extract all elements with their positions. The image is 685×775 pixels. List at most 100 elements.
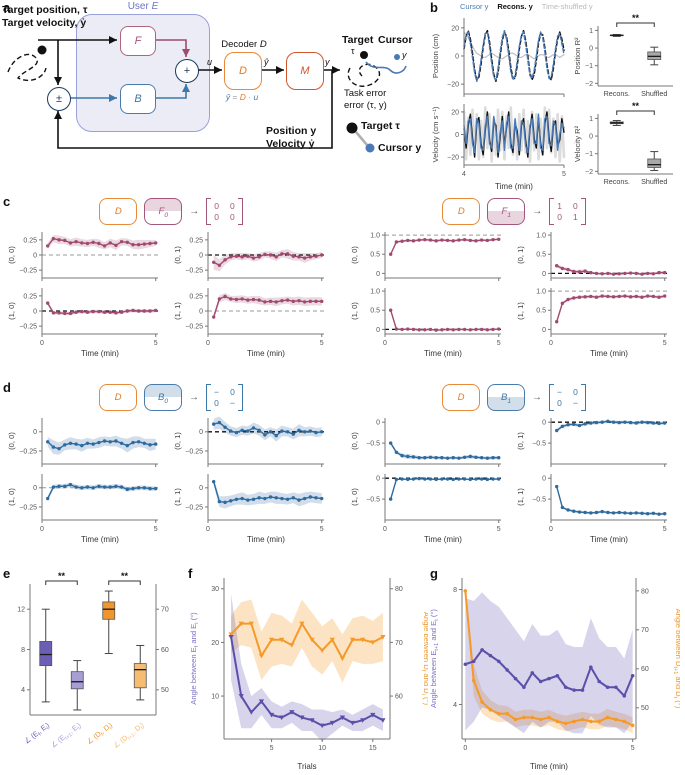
target-dot-small bbox=[360, 51, 368, 59]
svg-text:0: 0 bbox=[549, 526, 553, 533]
svg-text:0.25: 0.25 bbox=[23, 293, 37, 300]
chart-d-b0-00: 0 −0.25 (0, 0) bbox=[6, 414, 172, 470]
svg-text:Recons.: Recons. bbox=[604, 89, 630, 98]
svg-text:Time (min): Time (min) bbox=[81, 535, 119, 544]
legend-recons: Recons. y bbox=[497, 2, 533, 11]
decoder-d-box: D bbox=[99, 197, 138, 225]
cursor-dot-small bbox=[394, 54, 400, 60]
svg-text:Time (min): Time (min) bbox=[530, 762, 568, 771]
svg-text:70: 70 bbox=[161, 607, 169, 614]
chart-d-b1-11: 0 −0.5 0 5 Time (min) (1, 1) bbox=[515, 470, 681, 544]
svg-text:80: 80 bbox=[641, 588, 649, 595]
chart-c-f0-11: 0.25 0 −0.25 0 5 Time (min) (1, 1) bbox=[172, 284, 338, 358]
chart-d-b0-01: 0 −0.25 (0, 1) bbox=[172, 414, 338, 470]
svg-text:Position R²: Position R² bbox=[573, 37, 582, 75]
svg-text:0: 0 bbox=[199, 252, 203, 259]
svg-text:0: 0 bbox=[589, 45, 593, 52]
svg-text:0: 0 bbox=[383, 526, 387, 533]
svg-text:−0.25: −0.25 bbox=[185, 448, 203, 455]
svg-text:4: 4 bbox=[462, 171, 466, 178]
target-path-sketch bbox=[347, 63, 381, 87]
svg-text:Position (cm): Position (cm) bbox=[431, 33, 440, 78]
feedback-velocity-label: Velocity ẏ bbox=[266, 138, 315, 150]
chart-angle-vs-trials: 30 20 10 80 70 60 5 10 15 Trials Angle between Ef … bbox=[188, 566, 431, 771]
svg-text:70: 70 bbox=[395, 640, 403, 647]
chart-velocity-r2-box: Recons. Shuffled ** 1 0 −1 −2 Velocity R² bbox=[572, 100, 679, 191]
y-out-label: y bbox=[325, 57, 330, 67]
b0-box: B0 bbox=[144, 383, 183, 411]
d-b1-header: D B1 → −0 0− bbox=[343, 378, 685, 414]
svg-text:5: 5 bbox=[154, 340, 158, 347]
svg-text:Angle between Dt+1 and Dt (°): Angle between Dt+1 and Dt (°) bbox=[672, 609, 680, 709]
svg-text:30: 30 bbox=[211, 586, 219, 593]
svg-text:(0, 1): (0, 1) bbox=[516, 432, 525, 450]
panel-a-label: a bbox=[3, 0, 11, 15]
panel-a-diagram: Target position, τ Target velocity, ẏ Us… bbox=[0, 0, 430, 192]
svg-text:5: 5 bbox=[562, 171, 566, 178]
svg-text:Time (min): Time (min) bbox=[590, 349, 628, 358]
decoder-d-box: D bbox=[442, 383, 481, 411]
svg-text:1: 1 bbox=[589, 28, 593, 35]
chart-c-f0-00: 0.25 0 −0.25 (0, 0) bbox=[6, 228, 172, 284]
maps-to-arrow: → bbox=[189, 205, 200, 217]
svg-text:Angle between Et+1 and Et (°): Angle between Et+1 and Et (°) bbox=[429, 609, 440, 708]
f-to-plus-arrow bbox=[154, 39, 190, 57]
svg-text:5: 5 bbox=[631, 745, 635, 752]
svg-text:−2: −2 bbox=[585, 169, 593, 176]
svg-text:−20: −20 bbox=[447, 154, 459, 161]
svg-text:0.25: 0.25 bbox=[189, 237, 203, 244]
svg-text:(1, 1): (1, 1) bbox=[173, 302, 182, 320]
svg-text:0: 0 bbox=[33, 429, 37, 436]
y-small-label: y bbox=[402, 50, 407, 60]
svg-text:(0, 1): (0, 1) bbox=[516, 246, 525, 264]
chart-position-timeseries: 20 0 −20 Position (cm) bbox=[430, 12, 572, 100]
svg-text:Recons.: Recons. bbox=[604, 177, 630, 186]
maps-to-arrow: → bbox=[532, 391, 543, 403]
svg-text:−0.5: −0.5 bbox=[366, 440, 380, 447]
svg-text:−1: −1 bbox=[585, 151, 593, 158]
svg-text:0.5: 0.5 bbox=[536, 252, 546, 259]
svg-text:20: 20 bbox=[451, 109, 459, 116]
decoder-equation: ŷ = D · u bbox=[225, 92, 259, 102]
panel-d-feedback-gains: D B0 → −0 0− 0 −0.25 (0, 0) 0 −0.25 (0, 1) 0… bbox=[0, 378, 685, 564]
svg-text:60: 60 bbox=[641, 666, 649, 673]
svg-text:0.5: 0.5 bbox=[370, 252, 380, 259]
svg-text:20: 20 bbox=[211, 640, 219, 647]
svg-text:−0.5: −0.5 bbox=[532, 496, 546, 503]
svg-text:(0, 0): (0, 0) bbox=[7, 432, 16, 450]
chart-d-b1-00: 0 −0.5 (0, 0) bbox=[349, 414, 515, 470]
svg-text:**: ** bbox=[632, 13, 640, 23]
svg-text:0.5: 0.5 bbox=[536, 308, 546, 315]
user-label: User E bbox=[127, 1, 159, 12]
svg-text:0.5: 0.5 bbox=[370, 308, 380, 315]
panel-e-label: e bbox=[3, 566, 11, 581]
maps-to-arrow: → bbox=[189, 391, 200, 403]
svg-text:(1, 0): (1, 0) bbox=[350, 302, 359, 320]
svg-text:60: 60 bbox=[161, 647, 169, 654]
target-dot bbox=[37, 45, 47, 55]
svg-text:0: 0 bbox=[455, 53, 459, 60]
svg-text:0: 0 bbox=[542, 420, 546, 427]
yhat-label: ŷ bbox=[264, 57, 269, 67]
svg-text:−2: −2 bbox=[585, 81, 593, 88]
svg-text:5: 5 bbox=[663, 340, 667, 347]
legend-shuffled: Time-shuffled y bbox=[541, 2, 593, 11]
target-sketch-label: Target bbox=[342, 34, 374, 46]
svg-text:Velocity R²: Velocity R² bbox=[573, 125, 582, 162]
d-block: D bbox=[224, 52, 262, 90]
chart-c-f1-00: 1.0 0.5 0 (0, 0) bbox=[349, 228, 515, 284]
svg-text:Velocity (cm s⁻¹): Velocity (cm s⁻¹) bbox=[431, 106, 440, 162]
svg-text:0: 0 bbox=[199, 308, 203, 315]
svg-text:10: 10 bbox=[318, 745, 326, 752]
svg-text:Time (min): Time (min) bbox=[495, 182, 533, 191]
svg-text:0: 0 bbox=[199, 429, 203, 436]
svg-text:0: 0 bbox=[376, 271, 380, 278]
svg-text:(1, 1): (1, 1) bbox=[173, 488, 182, 506]
svg-text:−0.25: −0.25 bbox=[185, 504, 203, 511]
svg-text:0: 0 bbox=[455, 132, 459, 139]
svg-text:−0.25: −0.25 bbox=[19, 504, 37, 511]
svg-text:0: 0 bbox=[542, 327, 546, 334]
